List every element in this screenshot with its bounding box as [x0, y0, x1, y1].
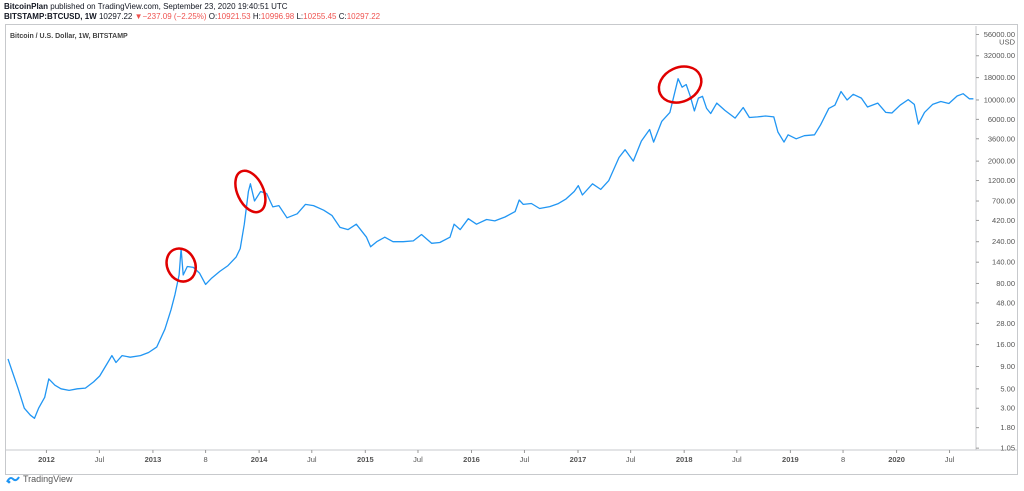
y-tick-label: 1.05 — [1000, 444, 1015, 453]
y-tick-label: 56000.00 — [984, 30, 1015, 39]
y-tick-label: 140.00 — [992, 258, 1015, 267]
tradingview-logo-icon[interactable] — [6, 474, 20, 484]
y-tick-label: 240.00 — [992, 237, 1015, 246]
x-tick-label: Jul — [307, 455, 317, 464]
y-tick-label: 28.00 — [996, 319, 1015, 328]
price-series-line[interactable] — [7, 78, 974, 419]
y-tick-label: 1.80 — [1000, 423, 1015, 432]
peak-highlight-circle — [234, 169, 267, 214]
x-tick-label: 2014 — [251, 455, 269, 464]
x-tick-label: Jul — [520, 455, 530, 464]
publish-info: BitcoinPlan published on TradingView.com… — [4, 2, 288, 11]
y-tick-label: 1200.00 — [988, 176, 1015, 185]
y-tick-label: 6000.00 — [988, 115, 1015, 124]
x-tick-label: Jul — [732, 455, 742, 464]
open-value: 10921.53 — [217, 12, 251, 21]
x-tick-label: Jul — [95, 455, 105, 464]
x-tick-label: 2013 — [145, 455, 162, 464]
x-tick-label: 2012 — [38, 455, 55, 464]
publish-date: published on TradingView.com, September … — [50, 2, 288, 11]
y-tick-label: 2000.00 — [988, 157, 1015, 166]
y-tick-label: 420.00 — [992, 216, 1015, 225]
y-tick-label: 3600.00 — [988, 134, 1015, 143]
x-tick-label: Jul — [413, 455, 423, 464]
y-tick-label: 10000.00 — [984, 95, 1015, 104]
last-price: 10297.22 — [98, 12, 133, 21]
close-value: 10297.22 — [346, 12, 381, 21]
high-label: H: — [252, 12, 261, 21]
high-value: 10996.98 — [260, 12, 295, 21]
symbol-label: BITSTAMP:BTCUSD, 1W — [4, 12, 97, 21]
x-tick-label: 2019 — [782, 455, 799, 464]
low-value: 10255.45 — [303, 12, 337, 21]
chart-title: Bitcoin / U.S. Dollar, 1W, BITSTAMP — [10, 33, 128, 40]
chart-frame — [5, 24, 1018, 475]
open-label: O: — [208, 12, 218, 21]
x-tick-label: 2016 — [463, 455, 480, 464]
down-arrow-icon: ▼ — [134, 12, 143, 21]
close-label: C: — [338, 12, 347, 21]
y-tick-label: 5.00 — [1000, 384, 1015, 393]
y-tick-label: 80.00 — [996, 279, 1015, 288]
y-tick-label: 16.00 — [996, 340, 1015, 349]
y-tick-label: 48.00 — [996, 298, 1015, 307]
x-tick-label: 2015 — [357, 455, 374, 464]
price-change: −237.09 (−2.25%) — [142, 12, 207, 21]
x-tick-label: Jul — [626, 455, 636, 464]
peak-highlight-circle — [657, 65, 703, 104]
x-tick-label: 2020 — [888, 455, 905, 464]
y-unit-label: USD — [999, 37, 1015, 46]
low-label: L: — [296, 12, 304, 21]
y-tick-label: 32000.00 — [984, 51, 1015, 60]
y-tick-label: 3.00 — [1000, 404, 1015, 413]
author-name[interactable]: BitcoinPlan — [4, 2, 49, 11]
y-tick-label: 9.00 — [1000, 362, 1015, 371]
peak-highlight-circle — [165, 247, 197, 283]
y-tick-label: 700.00 — [992, 197, 1015, 206]
ohlc-bar: BITSTAMP:BTCUSD, 1W 10297.22 ▼−237.09 (−… — [4, 12, 380, 21]
y-tick-label: 18000.00 — [984, 73, 1015, 82]
x-tick-label: 2017 — [570, 455, 587, 464]
x-tick-label: 2018 — [676, 455, 693, 464]
footer: TradingView — [6, 474, 73, 484]
x-tick-label: 8 — [204, 455, 208, 464]
x-tick-label: Jul — [945, 455, 955, 464]
x-tick-label: 8 — [841, 455, 845, 464]
footer-brand[interactable]: TradingView — [23, 474, 73, 484]
